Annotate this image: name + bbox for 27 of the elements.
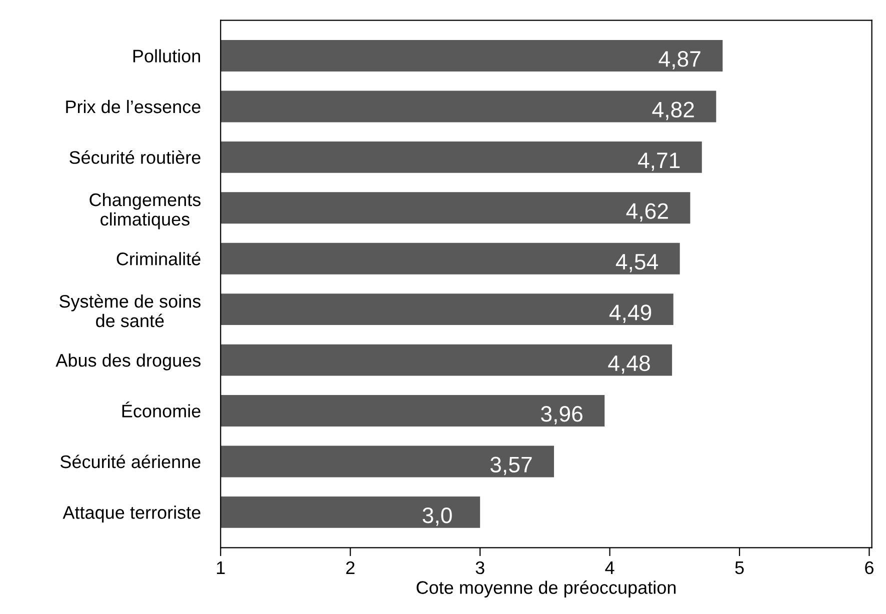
data-label: 4,49 xyxy=(609,304,652,323)
data-label: 3,57 xyxy=(490,456,532,476)
data-label: 4,87 xyxy=(658,51,700,70)
y-tick-label: Économie xyxy=(122,402,200,418)
y-tick-label: Sécurité routière xyxy=(70,150,200,164)
data-label: 3,96 xyxy=(541,406,582,424)
y-tick-label: Changements climatiques xyxy=(90,192,201,230)
data-label: 4,71 xyxy=(638,152,680,171)
y-tick-label: Système de soins de santé xyxy=(59,294,201,328)
x-tick-label: 6 xyxy=(865,561,874,574)
x-tick-label: 1 xyxy=(216,562,225,574)
x-axis-title: Cote moyenne de préoccupation xyxy=(416,580,676,598)
y-tick-label: Pollution xyxy=(133,49,200,62)
data-label: 3,0 xyxy=(422,507,452,526)
y-tick-label: Criminalité xyxy=(116,252,200,266)
y-tick-label: Prix de l’essence xyxy=(66,100,200,114)
y-tick-label: Abus des drogues xyxy=(56,354,201,370)
data-label: 4,62 xyxy=(626,203,668,222)
data-label: 4,82 xyxy=(652,102,694,120)
y-tick-label: Sécurité aérienne xyxy=(60,454,200,468)
data-label: 4,48 xyxy=(608,355,650,374)
y-tick-label: Attaque terroriste xyxy=(62,506,200,522)
x-tick-label: 3 xyxy=(476,561,484,574)
x-tick-label: 4 xyxy=(605,562,614,574)
data-label: 4,54 xyxy=(616,254,658,272)
x-tick-label: 2 xyxy=(346,561,354,574)
x-tick-label: 5 xyxy=(735,562,744,574)
